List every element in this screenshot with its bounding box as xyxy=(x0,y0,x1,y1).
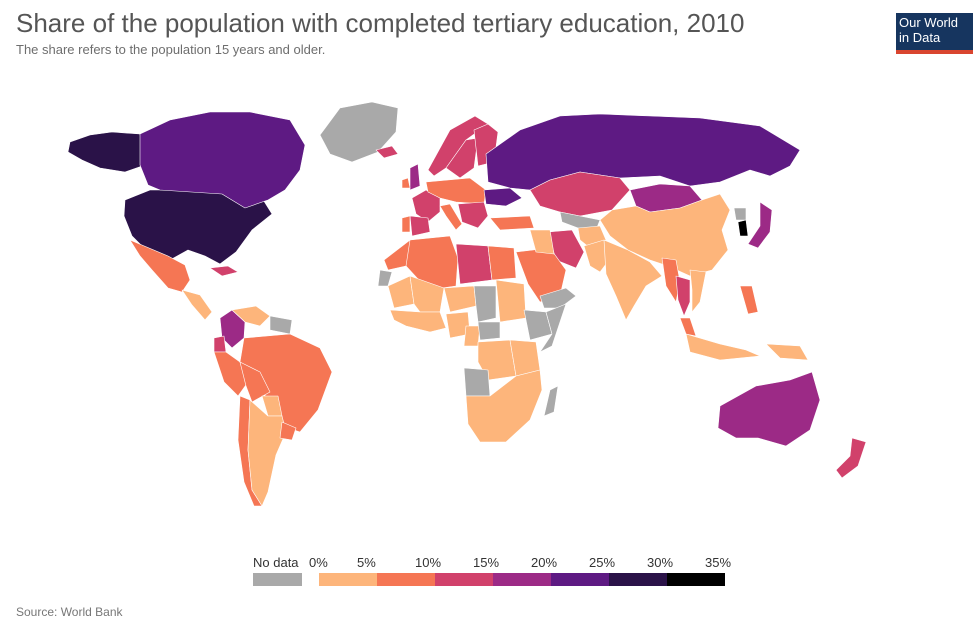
legend-tick-label: 20% xyxy=(531,555,557,570)
country-france[interactable] xyxy=(411,189,441,223)
country-west-africa[interactable] xyxy=(389,309,447,333)
country-papua-new-guinea[interactable] xyxy=(765,343,809,361)
country-central-america[interactable] xyxy=(181,289,213,321)
country-balkans[interactable] xyxy=(457,201,489,229)
legend-bin-5-10[interactable] xyxy=(377,573,435,586)
legend-tick-label: 35% xyxy=(705,555,731,570)
country-thailand[interactable] xyxy=(675,275,691,317)
legend-bin-30-35[interactable] xyxy=(667,573,725,586)
country-uruguay[interactable] xyxy=(279,421,297,441)
country-iceland[interactable] xyxy=(375,145,399,159)
country-bolivia[interactable] xyxy=(239,361,271,403)
country-western-sahara[interactable] xyxy=(377,269,393,287)
country-sudan[interactable] xyxy=(495,279,527,323)
legend-bin-25-30[interactable] xyxy=(609,573,667,586)
country-portugal[interactable] xyxy=(401,215,411,233)
page-title: Share of the population with completed t… xyxy=(16,8,745,38)
country-united-kingdom[interactable] xyxy=(409,163,421,191)
legend-bin-20-25[interactable] xyxy=(551,573,609,586)
country-mauritania[interactable] xyxy=(387,275,415,309)
country-alaska[interactable] xyxy=(67,131,146,173)
country-algeria[interactable] xyxy=(405,235,459,291)
legend-tick-label: 10% xyxy=(415,555,441,570)
country-ireland[interactable] xyxy=(401,177,411,189)
country-philippines[interactable] xyxy=(739,285,759,315)
country-south-korea[interactable] xyxy=(737,219,749,237)
country-indonesia[interactable] xyxy=(685,333,761,361)
logo-line-2: in Data xyxy=(899,30,941,45)
country-turkey[interactable] xyxy=(489,215,535,231)
country-india[interactable] xyxy=(603,239,663,321)
country-malaysia[interactable] xyxy=(679,317,697,337)
legend-tick-label: 30% xyxy=(647,555,673,570)
country-sweden[interactable] xyxy=(445,137,479,179)
country-russia[interactable] xyxy=(485,113,801,191)
country-vietnam[interactable] xyxy=(689,269,707,313)
country-madagascar[interactable] xyxy=(543,385,559,417)
owid-logo[interactable]: Our World in Data xyxy=(896,13,973,54)
country-cameroon[interactable] xyxy=(463,325,481,347)
legend-tick-label: 15% xyxy=(473,555,499,570)
country-somalia[interactable] xyxy=(539,303,567,353)
legend-bin-15-20[interactable] xyxy=(493,573,551,586)
world-map[interactable] xyxy=(0,90,980,510)
country-australia[interactable] xyxy=(717,371,821,447)
country-yemen[interactable] xyxy=(539,287,577,309)
country-china[interactable] xyxy=(599,193,731,277)
country-new-zealand[interactable] xyxy=(835,437,867,479)
country-niger[interactable] xyxy=(443,285,477,313)
country-japan[interactable] xyxy=(747,201,773,249)
country-angola[interactable] xyxy=(463,367,491,397)
source-note: Source: World Bank xyxy=(16,605,123,619)
map-legend: No data 0% 5% 10% 15% 20% 25% 30% 35% xyxy=(253,555,731,586)
country-guianas[interactable] xyxy=(269,315,293,335)
country-southern-africa[interactable] xyxy=(465,369,543,443)
logo-line-1: Our World xyxy=(899,15,958,30)
country-egypt[interactable] xyxy=(487,245,517,281)
page-subtitle: The share refers to the population 15 ye… xyxy=(16,42,326,57)
country-central-african-republic[interactable] xyxy=(477,321,501,341)
legend-tick-label: 0% xyxy=(309,555,328,570)
country-argentina[interactable] xyxy=(247,399,287,507)
country-north-korea[interactable] xyxy=(733,207,747,221)
country-canada[interactable] xyxy=(139,111,306,209)
legend-tick-label: 25% xyxy=(589,555,615,570)
country-greenland[interactable] xyxy=(319,101,399,163)
country-ukraine[interactable] xyxy=(483,187,523,207)
country-kazakhstan[interactable] xyxy=(529,171,631,217)
country-libya[interactable] xyxy=(455,243,493,285)
country-venezuela[interactable] xyxy=(231,305,271,327)
country-iraq[interactable] xyxy=(529,229,555,255)
country-mexico[interactable] xyxy=(129,239,191,293)
country-ecuador[interactable] xyxy=(213,335,227,353)
logo-accent-bar xyxy=(896,50,973,54)
legend-no-data-swatch[interactable] xyxy=(253,573,302,586)
country-italy[interactable] xyxy=(439,203,463,231)
legend-no-data-label: No data xyxy=(253,555,299,570)
country-spain[interactable] xyxy=(409,215,431,237)
legend-bin-0-5[interactable] xyxy=(319,573,377,586)
legend-bin-10-15[interactable] xyxy=(435,573,493,586)
legend-tick-label: 5% xyxy=(357,555,376,570)
country-cuba[interactable] xyxy=(209,265,239,277)
country-chad[interactable] xyxy=(473,285,497,323)
